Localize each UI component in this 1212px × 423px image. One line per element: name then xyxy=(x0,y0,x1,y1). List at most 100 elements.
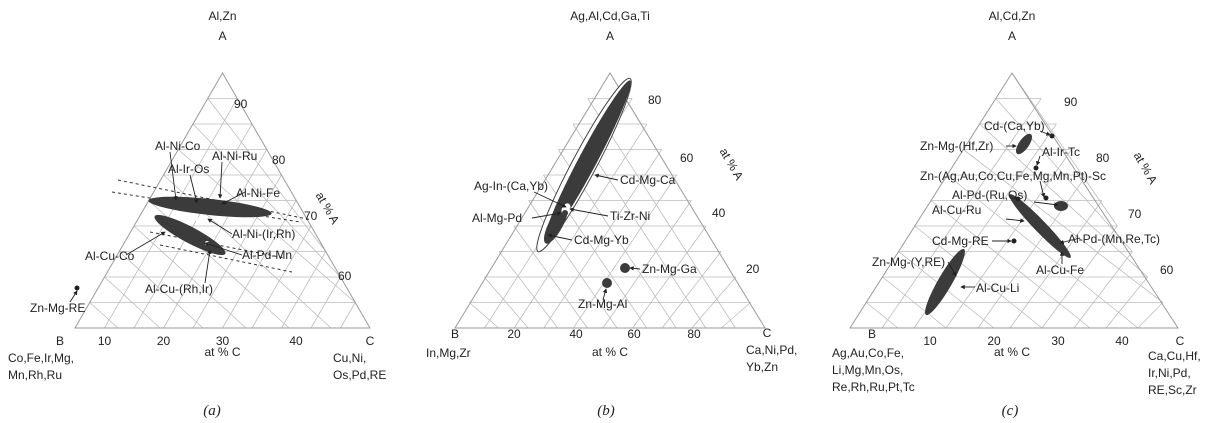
panel-a-c-elements: Os,Pd,RE xyxy=(333,368,386,382)
panel-b-axis-a-label: at % A xyxy=(717,145,746,182)
panel-c-phase-label: Zn-(Ag,Au,Co,Cu,Fe,Mg,Mn,Pt)-Sc xyxy=(920,169,1106,183)
panel-a-phase-dot xyxy=(74,285,80,291)
panel-b-phase-label: Cd-Mg-Yb xyxy=(574,233,629,247)
panel-a-b-elements: Co,Fe,Ir,Mg, xyxy=(8,351,74,365)
panel-c-tick-c: 30 xyxy=(1051,334,1065,348)
panel-c-region xyxy=(1054,201,1068,211)
panel-a-phase-label: Al-Pd-Mn xyxy=(242,248,292,262)
panel-b-b-elements: In,Mg,Zr xyxy=(426,346,471,360)
panel-c-vertex-c: C xyxy=(1176,334,1185,348)
panel-a-vertex-c: C xyxy=(366,334,375,348)
panel-b-tick-a: 80 xyxy=(648,93,662,107)
panel-b: Ag,Al,Cd,Ga,Ti A B C In,Mg,Zr Ca,Ni,Pd, … xyxy=(426,9,797,419)
panel-c-c-elements: Ir,Ni,Pd, xyxy=(1148,366,1191,380)
panel-b-tick-c: 60 xyxy=(627,327,641,341)
panel-a-b-elements: Mn,Rh,Ru xyxy=(8,368,62,382)
panel-c-tick-c: 40 xyxy=(1115,334,1129,348)
panel-b-phase-label: Ti-Zr-Ni xyxy=(610,209,650,223)
panel-a-phase-dot xyxy=(195,217,199,221)
panel-b-tick-c: 40 xyxy=(569,327,583,341)
panel-a-tick-c: 40 xyxy=(289,334,303,348)
panel-b-tick-c: 80 xyxy=(687,327,701,341)
panel-a-phase-label: Al-Ni-(Ir,Rh) xyxy=(232,227,295,241)
panel-c-region xyxy=(1015,133,1033,155)
panel-c-phase-label: Al-Cu-Ru xyxy=(932,203,981,217)
panel-c-b-elements: Li,Mg,Mn,Os, xyxy=(832,363,903,377)
panel-a-phase-label: Al-Ni-Fe xyxy=(236,186,280,200)
panel-c-caption: (c) xyxy=(1002,403,1019,419)
panel-c-phase-label: Al-Cu-Li xyxy=(976,281,1019,295)
panel-a-tick-a: 90 xyxy=(234,97,248,111)
panel-a-tick-c: 20 xyxy=(157,334,171,348)
panel-b-leaders xyxy=(531,173,641,301)
panel-c-vertex-a: A xyxy=(1008,29,1016,43)
panel-b-tick-a: 40 xyxy=(712,206,726,220)
panel-a-c-elements: Cu,Ni, xyxy=(333,351,366,365)
panel-b-tick-a: 20 xyxy=(746,262,760,276)
panel-a-dashed-line xyxy=(111,191,301,223)
panel-c-phase-label: Cd-Mg-RE xyxy=(932,234,989,248)
panel-b-c-elements: Ca,Ni,Pd, xyxy=(746,343,797,357)
panel-b-triangle xyxy=(454,72,766,329)
panel-b-phase-dot xyxy=(620,263,630,273)
panel-c-tick-a: 70 xyxy=(1128,207,1142,221)
panel-c-phase-label: Al-Pd-(Ru,Os) xyxy=(952,188,1027,202)
panel-b-phase-label: Zn-Mg-Ga xyxy=(642,262,697,276)
panel-c-grid xyxy=(865,72,1164,329)
panel-c-phase-label: Al-Ir-Tc xyxy=(1042,145,1080,159)
panel-b-tick-a: 60 xyxy=(680,151,694,165)
panel-c: Al,Cd,Zn A B C Ag,Au,Co,Fe, Li,Mg,Mn,Os,… xyxy=(832,9,1201,419)
panel-c-axis-a-label: at % A xyxy=(1131,149,1160,186)
panel-a-tick-a: 70 xyxy=(304,209,318,223)
panel-a-tick-a: 80 xyxy=(272,153,286,167)
panel-b-vertex-b: B xyxy=(451,327,459,341)
panel-c-phase-dot xyxy=(1033,165,1039,171)
panel-c-b-elements: Re,Rh,Ru,Pt,Tc xyxy=(832,380,915,394)
panel-b-vertex-a: A xyxy=(606,29,614,43)
panel-c-leaders xyxy=(947,130,1081,290)
panel-c-phase-label: Zn-Mg-(Hf,Zr) xyxy=(920,139,993,153)
panel-c-axis-c-label: at % C xyxy=(994,345,1030,359)
panel-a-caption: (a) xyxy=(203,403,221,419)
panel-b-c-elements: Yb,Zn xyxy=(746,360,778,374)
panel-a-vertex-a: A xyxy=(218,29,226,43)
panel-c-c-elements: Ca,Cu,Hf, xyxy=(1148,349,1201,363)
panel-c-region xyxy=(1009,194,1071,258)
panel-a: Al,Zn A B C Co,Fe,Ir,Mg, Mn,Rh,Ru Cu,Ni,… xyxy=(8,9,386,419)
panel-b-vertex-a-elements: Ag,Al,Cd,Ga,Ti xyxy=(570,9,650,23)
panel-c-tick-c: 20 xyxy=(987,334,1001,348)
panel-b-phase-label: Al-Mg-Pd xyxy=(472,211,522,225)
panel-c-tick-a: 60 xyxy=(1160,263,1174,277)
panel-c-phase-label: Al-Pd-(Mn,Re,Tc) xyxy=(1068,232,1160,246)
panel-c-tick-a: 80 xyxy=(1096,151,1110,165)
panel-a-phase-label: Al-Ni-Co xyxy=(155,139,201,153)
panel-c-phase-dot xyxy=(1049,133,1055,139)
panel-c-vertex-a-elements: Al,Cd,Zn xyxy=(989,9,1036,23)
panel-b-phase-label: Cd-Mg-Ca xyxy=(620,173,676,187)
panel-a-axis-c-label: at % C xyxy=(204,345,240,359)
panel-b-main-region xyxy=(545,80,631,240)
panel-c-region xyxy=(925,248,965,316)
panel-c-tick-a: 90 xyxy=(1064,95,1078,109)
panel-b-phase-label: Ag-In-(Ca,Yb) xyxy=(474,179,548,193)
panel-b-phase-dot xyxy=(602,278,612,288)
panel-c-phase-label: Zn-Mg-(Y,RE) xyxy=(872,255,945,269)
panel-b-vertex-c: C xyxy=(763,326,772,340)
panel-a-phase-label: Al-Ni-Ru xyxy=(212,149,257,163)
panel-c-phase-dot xyxy=(1015,196,1021,202)
panel-a-phase-label: Al-Cu-(Rh,Ir) xyxy=(145,282,213,296)
panel-a-vertex-a-elements: Al,Zn xyxy=(208,9,236,23)
panel-c-phase-label: Cd-(Ca,Yb) xyxy=(984,119,1045,133)
panel-a-tick-c: 30 xyxy=(216,334,230,348)
panel-a-vertex-b: B xyxy=(56,334,64,348)
panel-a-tick-a: 60 xyxy=(338,269,352,283)
panel-b-tick-c: 20 xyxy=(507,327,521,341)
panel-c-c-elements: RE,Sc,Zr xyxy=(1148,383,1197,397)
panel-a-phase-label: Zn-Mg-RE xyxy=(30,301,85,315)
panel-b-axis-c-label: at % C xyxy=(592,345,628,359)
panel-a-tick-c: 10 xyxy=(98,334,112,348)
panel-c-triangle xyxy=(849,72,1179,329)
panel-c-phase-label: Al-Cu-Fe xyxy=(1036,263,1084,277)
panel-c-phase-dot xyxy=(1011,238,1017,244)
